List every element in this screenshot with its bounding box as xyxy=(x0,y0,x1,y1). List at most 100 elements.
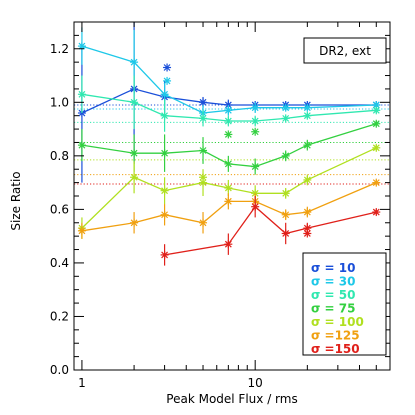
data-point-marker xyxy=(303,175,312,184)
legend-entry: σ =150 xyxy=(311,342,360,356)
marker-stroke xyxy=(161,187,169,195)
series-group xyxy=(77,75,381,132)
marker-stroke xyxy=(78,90,86,98)
data-point-marker xyxy=(199,98,208,107)
data-point-marker xyxy=(372,178,381,187)
marker-stroke xyxy=(224,160,232,168)
series-line xyxy=(81,182,377,232)
data-point-marker xyxy=(77,141,86,150)
marker-stroke xyxy=(282,104,290,112)
marker-stroke xyxy=(199,179,207,187)
series-group xyxy=(77,143,381,239)
data-point-marker xyxy=(130,149,139,158)
marker-stroke xyxy=(78,227,86,235)
data-point-marker xyxy=(251,103,260,112)
data-point-marker xyxy=(281,151,290,160)
data-point-marker xyxy=(160,90,169,99)
data-point-marker xyxy=(372,119,381,128)
legend-frame xyxy=(302,252,387,356)
marker-stroke xyxy=(251,128,259,136)
marker-stroke xyxy=(282,114,290,122)
marker-stroke xyxy=(161,90,169,98)
marker-stroke xyxy=(303,112,311,120)
annotation-frame xyxy=(303,37,387,64)
data-point-marker xyxy=(224,106,233,115)
marker-stroke xyxy=(372,106,380,114)
data-point-marker xyxy=(199,218,208,227)
y-tick-label: 0.8 xyxy=(50,149,69,163)
marker-stroke xyxy=(130,58,138,66)
data-point-marker xyxy=(372,106,381,115)
marker-stroke xyxy=(251,203,259,211)
data-point-marker xyxy=(160,186,169,195)
marker-stroke xyxy=(199,147,207,154)
data-point-marker xyxy=(224,117,233,126)
data-point-marker xyxy=(372,208,381,217)
data-point-marker xyxy=(224,197,233,206)
marker-stroke xyxy=(224,117,232,125)
legend-entry: σ = 75 xyxy=(311,302,355,316)
marker-stroke xyxy=(282,189,290,197)
marker-stroke xyxy=(251,163,259,170)
marker-stroke xyxy=(78,42,86,50)
marker-stroke xyxy=(224,197,232,205)
data-point-marker xyxy=(224,240,233,249)
data-point-marker xyxy=(224,159,233,168)
marker-stroke xyxy=(303,208,311,216)
marker-stroke xyxy=(130,98,138,106)
data-point-marker xyxy=(199,114,208,123)
data-point-marker xyxy=(281,103,290,112)
data-point-marker xyxy=(281,114,290,123)
marker-stroke xyxy=(224,106,232,114)
data-point-marker xyxy=(163,63,172,72)
marker-stroke xyxy=(161,211,169,219)
series-group xyxy=(77,27,381,122)
legend-entry: σ = 10 xyxy=(311,261,355,275)
data-point-marker xyxy=(130,58,139,67)
data-point-marker xyxy=(77,90,86,99)
data-point-marker xyxy=(163,76,172,85)
series-group xyxy=(160,196,381,266)
data-point-marker xyxy=(251,117,260,126)
y-tick-label: 0.6 xyxy=(50,202,69,216)
x-tick-label: 1 xyxy=(78,376,86,390)
marker-stroke xyxy=(303,141,311,149)
marker-stroke xyxy=(130,173,138,181)
data-point-marker xyxy=(224,183,233,192)
annotation-box: DR2, ext xyxy=(303,37,387,64)
data-point-marker xyxy=(130,173,139,182)
legend-entry: σ = 30 xyxy=(311,275,355,289)
data-point-marker xyxy=(160,210,169,219)
marker-stroke xyxy=(372,144,380,152)
data-point-marker xyxy=(372,143,381,152)
y-axis-title: Size Ratio xyxy=(9,171,23,230)
data-point-marker xyxy=(160,149,169,158)
marker-stroke xyxy=(372,101,380,109)
marker-stroke xyxy=(303,224,311,232)
legend-entry: σ =125 xyxy=(311,329,360,343)
data-point-marker xyxy=(303,229,312,238)
marker-stroke xyxy=(282,211,290,219)
data-point-marker xyxy=(160,111,169,120)
marker-stroke xyxy=(161,251,169,259)
marker-stroke xyxy=(78,141,86,149)
marker-stroke xyxy=(199,114,207,122)
data-point-marker xyxy=(199,146,208,155)
marker-stroke xyxy=(199,219,207,227)
marker-stroke xyxy=(130,149,138,157)
plot-frame xyxy=(73,21,391,371)
data-point-marker xyxy=(130,98,139,107)
marker-stroke xyxy=(251,117,259,125)
marker-stroke xyxy=(224,240,232,248)
data-point-marker xyxy=(160,250,169,259)
series-line xyxy=(164,205,377,256)
legend-entry: σ = 100 xyxy=(311,315,364,329)
marker-stroke xyxy=(224,131,232,138)
marker-stroke xyxy=(282,152,290,160)
data-point-marker xyxy=(130,218,139,227)
marker-stroke xyxy=(303,104,311,112)
y-tick-label: 0.0 xyxy=(50,363,69,377)
data-point-marker xyxy=(303,111,312,120)
